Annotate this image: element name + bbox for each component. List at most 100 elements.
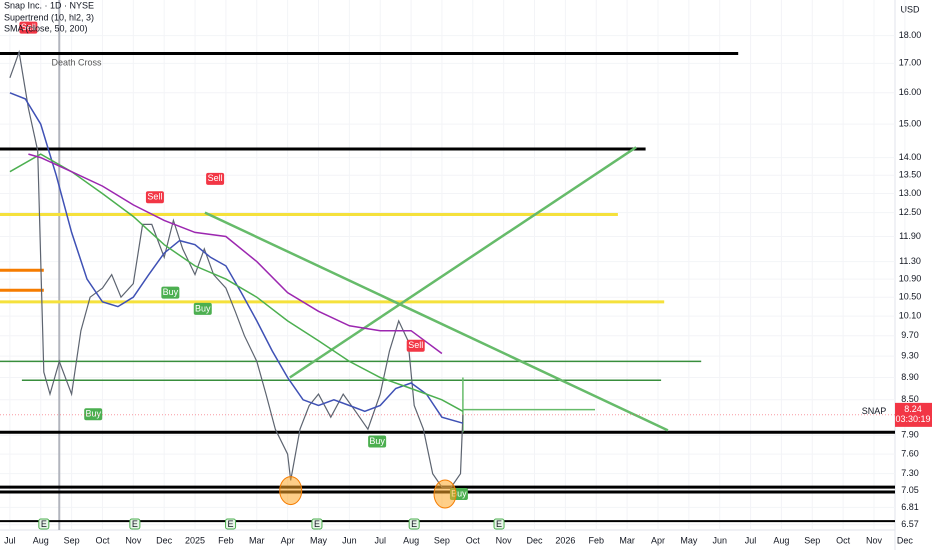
y-tick-label: 14.00 <box>899 152 922 162</box>
sma-line <box>28 153 443 355</box>
event-label: E <box>314 519 320 529</box>
x-tick-label: Oct <box>466 535 481 545</box>
signal-label: Buy <box>369 436 385 446</box>
signal-badge <box>368 435 387 448</box>
x-tick-label: May <box>680 535 698 545</box>
x-tick-label: Apr <box>281 535 295 545</box>
x-tick-label: Apr <box>651 535 665 545</box>
y-tick-label: 10.90 <box>899 273 922 283</box>
x-tick-label: Dec <box>156 535 173 545</box>
signal-label: Sell <box>21 22 36 32</box>
indicator-label: Supertrend (10, hl2, 3) <box>4 12 94 22</box>
y-tick-label: 10.50 <box>899 292 922 302</box>
signal-badge <box>84 408 103 421</box>
y-tick-label: 6.81 <box>901 502 919 512</box>
event-marker <box>408 518 420 530</box>
signal-badge <box>145 191 164 204</box>
y-tick-label: 10.10 <box>899 310 922 320</box>
sma-line <box>9 92 464 424</box>
y-tick-label: 8.50 <box>901 394 919 404</box>
y-tick-label: 12.50 <box>899 207 922 217</box>
y-tick-label: 17.00 <box>899 58 922 68</box>
signal-badge <box>19 21 38 34</box>
y-tick-label: 7.90 <box>901 430 919 440</box>
x-tick-label: Sep <box>804 535 820 545</box>
currency: USD <box>900 4 920 14</box>
signal-label: Buy <box>85 409 101 419</box>
x-tick-label: Dec <box>527 535 544 545</box>
event-marker <box>493 518 505 530</box>
event-marker <box>225 518 237 530</box>
y-tick-label: 11.30 <box>899 256 921 266</box>
x-tick-label: Jul <box>745 535 757 545</box>
x-tick-label: Aug <box>403 535 419 545</box>
highlight-circle <box>279 476 303 506</box>
x-tick-label: 2026 <box>555 535 575 545</box>
signal-badge <box>206 172 225 185</box>
x-tick-label: Aug <box>773 535 789 545</box>
x-tick-label: Jun <box>712 535 727 545</box>
y-tick-label: 18.00 <box>899 30 922 40</box>
indicator-label: SMA (close, 50, 200) <box>4 23 88 33</box>
signal-badge <box>161 286 180 299</box>
signal-label: Buy <box>163 287 179 297</box>
x-tick-label: Mar <box>619 535 635 545</box>
y-tick-label: 11.90 <box>899 231 921 241</box>
y-tick-label: 13.50 <box>899 170 922 180</box>
event-marker <box>129 518 141 530</box>
y-tick-label: 9.30 <box>901 351 919 361</box>
x-tick-label: Nov <box>125 535 142 545</box>
price-line <box>9 49 464 488</box>
x-tick-label: Feb <box>218 535 234 545</box>
x-tick-label: Jun <box>342 535 357 545</box>
signal-badge <box>193 302 212 315</box>
x-tick-label: Oct <box>95 535 110 545</box>
annotation: Death Cross <box>52 58 103 68</box>
signal-label: Sell <box>408 340 423 350</box>
signal-label: Sell <box>208 173 223 183</box>
x-tick-label: Sep <box>64 535 80 545</box>
x-tick-label: Mar <box>249 535 265 545</box>
signal-label: Buy <box>195 303 211 313</box>
x-tick-label: Nov <box>866 535 883 545</box>
x-tick-label: Aug <box>33 535 49 545</box>
event-marker <box>311 518 323 530</box>
x-tick-label: Sep <box>434 535 450 545</box>
event-label: E <box>496 519 502 529</box>
event-label: E <box>411 519 417 529</box>
x-tick-label: Nov <box>496 535 513 545</box>
event-label: E <box>132 519 138 529</box>
sma-line <box>9 153 464 412</box>
x-tick-label: Dec <box>897 535 914 545</box>
y-tick-label: 13.00 <box>899 188 922 198</box>
last-price-box <box>895 402 932 427</box>
y-tick-label: 16.00 <box>899 87 922 97</box>
last-price-label: 8.24 <box>904 404 922 414</box>
y-tick-label: 8.90 <box>901 372 919 382</box>
x-tick-label: Jul <box>374 535 386 545</box>
signal-badge <box>406 339 425 352</box>
x-tick-label: Jul <box>4 535 16 545</box>
y-tick-label: 9.70 <box>901 330 919 340</box>
chart-title: Snap Inc. · 1D · NYSE <box>4 0 94 10</box>
drawing-line <box>289 146 637 379</box>
x-tick-label: 2025 <box>185 535 205 545</box>
y-tick-label: 7.30 <box>901 468 919 478</box>
y-tick-label: 7.60 <box>901 448 919 458</box>
drawing-line <box>204 211 669 432</box>
event-label: E <box>228 519 234 529</box>
highlight-circle <box>433 479 457 509</box>
plot: Sell Death Cross Sell Sell Buy Buy Buy Buy Sell B… <box>0 0 906 530</box>
event-marker <box>38 518 50 530</box>
countdown-label: 03:30:19 <box>895 414 930 424</box>
y-tick-label: 15.00 <box>899 118 922 128</box>
x-tick-label: Feb <box>588 535 604 545</box>
y-tick-label: 6.57 <box>901 519 919 529</box>
signal-label: Sell <box>147 192 162 202</box>
x-tick-label: May <box>310 535 328 545</box>
y-tick-label: 7.05 <box>901 485 919 495</box>
x-tick-label: Oct <box>836 535 851 545</box>
symbol-label: SNAP <box>862 406 887 416</box>
